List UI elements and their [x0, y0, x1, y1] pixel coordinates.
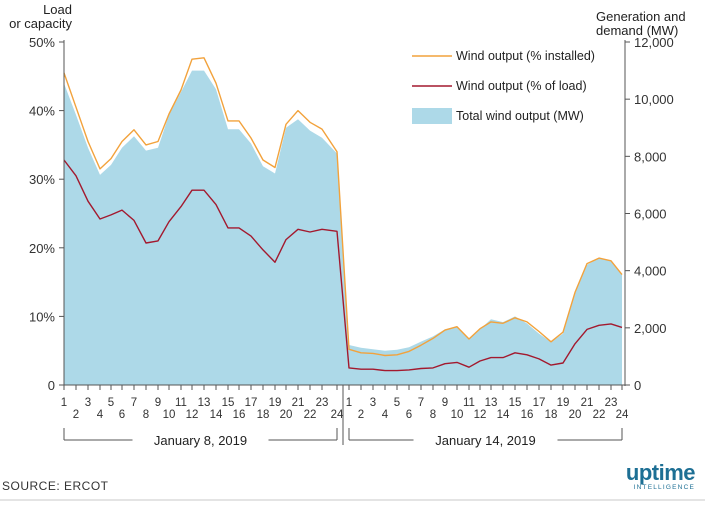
- x-axis-tick-label: 18: [545, 409, 558, 421]
- x-axis-tick-label: 22: [304, 409, 317, 421]
- x-axis-tick-label: 22: [593, 409, 606, 421]
- left-axis-title-line-1: Load: [43, 2, 72, 17]
- x-axis-tick-label: 1: [346, 397, 352, 409]
- right-axis-tick-label: 8,000: [634, 149, 667, 164]
- x-axis-tick-label: 12: [186, 409, 199, 421]
- x-axis-tick-label: 17: [245, 397, 258, 409]
- x-axis-tick-label: 10: [163, 409, 176, 421]
- source-note: SOURCE: ERCOT: [2, 479, 109, 493]
- left-axis-tick-label: 0: [48, 378, 55, 393]
- x-axis-tick-label: 14: [210, 409, 223, 421]
- left-axis-title: Load or capacity: [0, 3, 72, 31]
- right-axis-tick-label: 12,000: [634, 35, 674, 50]
- left-axis-tick-label: 20%: [29, 241, 55, 256]
- x-axis-tick-label: 2: [73, 409, 79, 421]
- left-axis-tick-label: 40%: [29, 104, 55, 119]
- right-axis-title: Generation and demand (MW): [596, 10, 701, 38]
- group-label: January 8, 2019: [154, 433, 247, 448]
- logo-wordmark: uptime: [625, 460, 696, 485]
- x-axis-tick-label: 20: [280, 409, 293, 421]
- x-axis-tick-label: 5: [394, 397, 400, 409]
- legend-label: Wind output (% of load): [456, 79, 587, 93]
- x-axis-tick-label: 6: [406, 409, 412, 421]
- x-axis-tick-label: 21: [581, 397, 594, 409]
- x-axis-tick-label: 12: [474, 409, 487, 421]
- x-axis-tick-label: 23: [605, 397, 618, 409]
- x-axis-tick-label: 19: [557, 397, 570, 409]
- left-axis-tick-label: 10%: [29, 309, 55, 324]
- x-axis-tick-label: 2: [358, 409, 364, 421]
- x-axis-tick-label: 21: [292, 397, 305, 409]
- left-axis-tick-label: 50%: [29, 35, 55, 50]
- right-axis-title-line-1: Generation and: [596, 9, 686, 24]
- x-axis-tick-label: 11: [463, 397, 475, 409]
- legend-label: Wind output (% installed): [456, 49, 595, 63]
- right-axis-tick-label: 0: [634, 378, 641, 393]
- right-axis-title-line-2: demand (MW): [596, 23, 679, 38]
- x-axis-tick-label: 4: [97, 409, 104, 421]
- right-axis-tick-label: 6,000: [634, 207, 667, 222]
- x-axis-tick-label: 1: [61, 397, 67, 409]
- x-axis-tick-label: 5: [108, 397, 114, 409]
- x-axis-tick-label: 10: [451, 409, 464, 421]
- x-axis-tick-label: 15: [509, 397, 522, 409]
- x-axis-tick-label: 9: [442, 397, 448, 409]
- x-axis-tick-label: 16: [521, 409, 534, 421]
- x-axis-tick-label: 20: [569, 409, 582, 421]
- x-axis-tick-label: 7: [418, 397, 424, 409]
- x-axis-tick-label: 14: [497, 409, 510, 421]
- x-axis-tick-label: 23: [316, 397, 329, 409]
- right-axis-tick-label: 10,000: [634, 92, 674, 107]
- x-axis-tick-label: 13: [198, 397, 211, 409]
- x-axis-tick-label: 17: [533, 397, 546, 409]
- x-axis-tick-label: 9: [155, 397, 161, 409]
- legend-swatch: [412, 108, 452, 124]
- series-line-pct-load: [63, 159, 623, 372]
- x-axis-tick-label: 3: [85, 397, 91, 409]
- left-axis-title-line-2: or capacity: [9, 16, 72, 31]
- x-axis-tick-label: 13: [485, 397, 498, 409]
- x-axis-tick-label: 15: [222, 397, 235, 409]
- x-axis-tick-label: 24: [331, 409, 344, 421]
- x-axis-tick-label: 7: [131, 397, 137, 409]
- legend-label: Total wind output (MW): [456, 109, 584, 123]
- group-label: January 14, 2019: [435, 433, 535, 448]
- x-axis-tick-label: 19: [269, 397, 282, 409]
- right-axis-tick-label: 4,000: [634, 264, 667, 279]
- x-axis-tick-label: 4: [382, 409, 389, 421]
- right-axis-tick-label: 2,000: [634, 321, 667, 336]
- series-line-pct-installed: [63, 57, 623, 357]
- left-axis-tick-label: 30%: [29, 172, 55, 187]
- x-axis-tick-label: 6: [119, 409, 125, 421]
- x-axis-tick-label: 8: [143, 409, 149, 421]
- x-axis-tick-label: 3: [370, 397, 376, 409]
- x-axis-tick-label: 18: [257, 409, 270, 421]
- logo-subtitle: INTELLIGENCE: [633, 484, 695, 491]
- uptime-logo: uptime INTELLIGENCE: [625, 460, 696, 492]
- x-axis-tick-label: 16: [233, 409, 246, 421]
- series-area-total-wind-mw: [64, 70, 622, 385]
- x-axis-tick-label: 8: [430, 409, 436, 421]
- x-axis-tick-label: 24: [616, 409, 629, 421]
- x-axis-tick-label: 11: [175, 397, 187, 409]
